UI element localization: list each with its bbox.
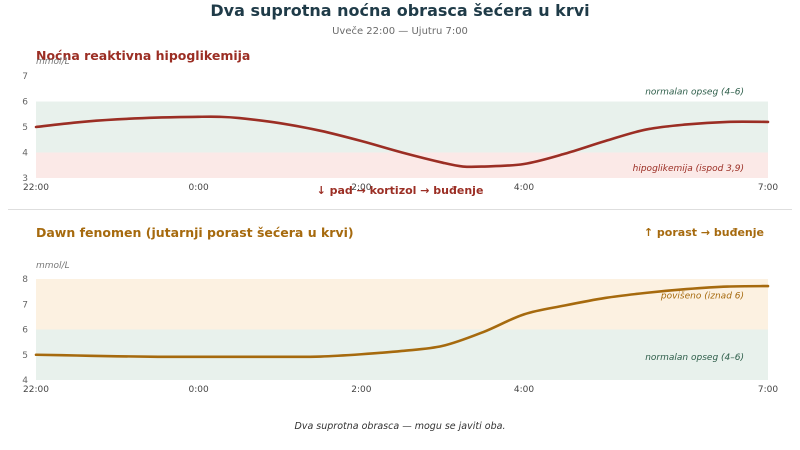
x-tick-label: 22:00 — [23, 385, 49, 395]
band-0 — [36, 279, 768, 330]
y-tick-label: 6 — [22, 98, 28, 108]
band-1 — [36, 152, 768, 178]
y-tick-label: 3 — [22, 174, 28, 184]
hypoglycemia-chart: normalan opseg (4–6) hipoglikemija (ispod… — [22, 57, 778, 193]
band-label-1: normalan opseg (4–6) — [645, 353, 744, 363]
x-tick-label: 7:00 — [758, 385, 778, 395]
panel-divider — [8, 209, 792, 210]
y-tick-label: 4 — [22, 149, 28, 159]
y-tick-label: 7 — [22, 72, 28, 82]
x-tick-label: 22:00 — [23, 183, 49, 193]
y-tick-label: 7 — [22, 300, 28, 310]
x-tick-label: 0:00 — [189, 385, 209, 395]
band-1 — [36, 329, 768, 380]
y-axis-unit: mmol/L — [36, 57, 70, 67]
band-0 — [36, 101, 768, 153]
series-line — [34, 284, 770, 359]
chart-title: Dva suprotna noćna obrasca šećera u krvi — [210, 1, 590, 20]
y-tick-label: 5 — [22, 123, 28, 133]
x-tick-label: 2:00 — [351, 183, 371, 193]
y-tick-label: 6 — [22, 326, 28, 336]
panel1-annotation: ↓ pad → kortizol → buđenje — [316, 184, 484, 197]
band-label-1: hipoglikemija (ispod 3,9) — [633, 164, 744, 174]
panel1-title: Noćna reaktivna hipoglikemija — [36, 48, 251, 63]
y-tick-label: 5 — [22, 351, 28, 361]
y-tick-label: 8 — [22, 275, 28, 285]
band-label-0: normalan opseg (4–6) — [645, 88, 744, 98]
y-axis-unit: mmol/L — [36, 261, 70, 271]
panel2-title: Dawn fenomen (jutarnji porast šećera u k… — [36, 225, 354, 240]
series-line — [34, 115, 770, 169]
y-tick-label: 4 — [22, 376, 28, 386]
x-tick-label: 2:00 — [351, 385, 371, 395]
x-tick-label: 4:00 — [514, 385, 534, 395]
chart-subtitle: Uveče 22:00 — Ujutru 7:00 — [332, 26, 468, 37]
x-tick-label: 7:00 — [758, 183, 778, 193]
panel2-annotation: ↑ porast → buđenje — [643, 226, 764, 239]
x-tick-label: 0:00 — [189, 183, 209, 193]
x-tick-label: 4:00 — [514, 183, 534, 193]
dawn-phenomenon-chart: povišeno (iznad 6) normalan opseg (4–6) mm… — [22, 261, 778, 395]
band-label-0: povišeno (iznad 6) — [660, 291, 744, 302]
footnote: Dva suprotna obrasca — mogu se javiti ob… — [294, 421, 506, 432]
